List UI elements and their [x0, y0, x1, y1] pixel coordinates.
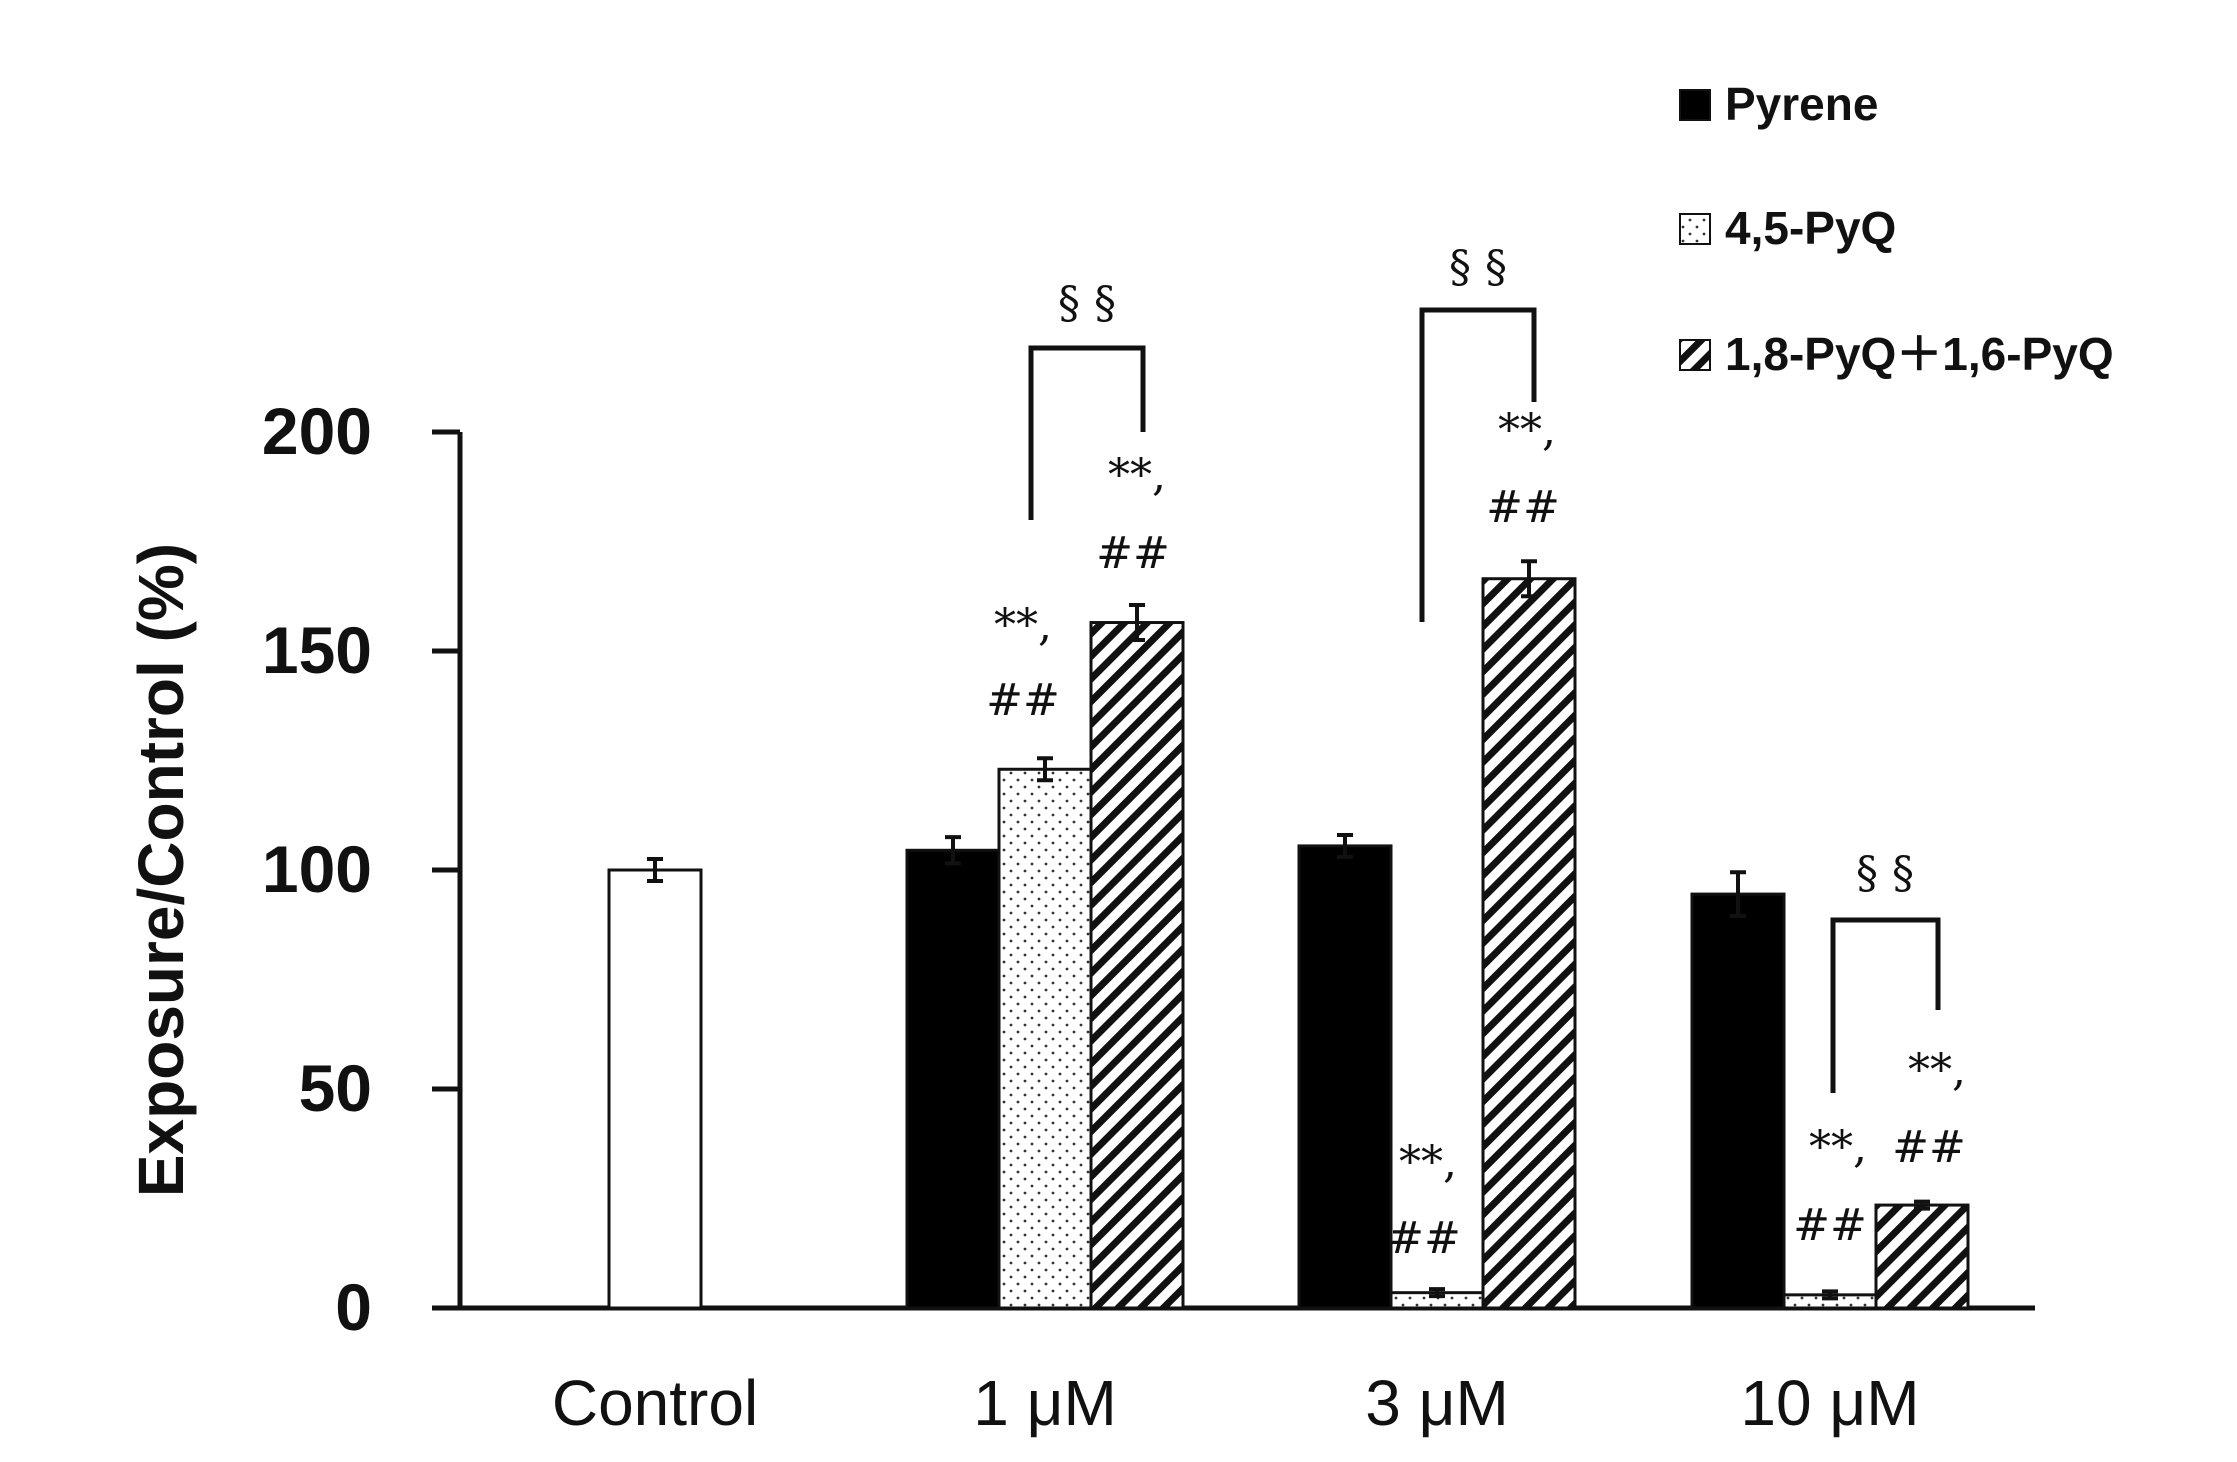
legend-label: 1,8-PyQ＋1,6-PyQ [1725, 328, 2114, 380]
sig-annotation: **, [1809, 1122, 1867, 1173]
sig-annotation: ## [1793, 1200, 1867, 1251]
sig-annotation: **, [1908, 1045, 1966, 1096]
sig-annotation: **, [1108, 450, 1166, 501]
x-category-label: 1 μM [973, 1367, 1117, 1439]
error-bar [1822, 1289, 1838, 1301]
bar-18-16-pyq [1481, 577, 1577, 1310]
bracket-10uM [1830, 917, 1941, 1093]
error-bar [1429, 1287, 1445, 1299]
legend-swatch-pyrene [1679, 89, 1711, 121]
bar-control [607, 868, 703, 1310]
sig-annotation: **, [994, 600, 1052, 651]
y-tick-label: 200 [262, 394, 372, 468]
y-tick-label: 0 [335, 1270, 372, 1344]
error-bar [1521, 559, 1537, 599]
significance-annotations: **, ## **, ## **, ## **, ## **, ## **, #… [986, 405, 1966, 1264]
legend-label: 4,5-PyQ [1725, 202, 1896, 254]
sig-annotation: ## [1486, 482, 1560, 533]
sig-annotation: ## [1387, 1213, 1461, 1264]
bar-45-pyq [997, 767, 1093, 1310]
x-category-label: 3 μM [1365, 1367, 1509, 1439]
error-bar [1037, 756, 1053, 783]
y-tick-label: 50 [299, 1051, 372, 1125]
bracket-label: § § [1058, 278, 1116, 329]
sig-annotation: ## [1096, 528, 1170, 579]
sig-annotation: **, [1498, 405, 1556, 456]
x-category-label: Control [552, 1367, 758, 1439]
error-bar [1914, 1199, 1930, 1211]
y-axis-title: Exposure/Control (%) [125, 543, 197, 1197]
bar-pyrene [1297, 844, 1393, 1310]
error-bar [945, 835, 961, 866]
x-category-label: 10 μM [1740, 1367, 1919, 1439]
error-bar [1337, 832, 1353, 859]
y-ticks: 0 50 100 150 200 [262, 394, 460, 1344]
y-tick-label: 150 [262, 613, 372, 687]
y-tick-label: 100 [262, 832, 372, 906]
bar-18-16-pyq [1874, 1203, 1970, 1310]
error-bar [1129, 603, 1145, 643]
sig-annotation: ## [1892, 1122, 1966, 1173]
bar-pyrene [1690, 892, 1786, 1310]
sig-annotation: ## [986, 675, 1060, 726]
comparison-brackets: § § § § § § [1028, 242, 1941, 1093]
bracket-1uM [1028, 345, 1146, 520]
bar-pyrene [905, 848, 1001, 1310]
legend: Pyrene 4,5-PyQ 1,8-PyQ＋1,6-PyQ [1679, 78, 2114, 380]
bracket-label: § § [1449, 242, 1507, 293]
bar-18-16-pyq [1089, 621, 1185, 1310]
legend-swatch-45pyq [1679, 213, 1711, 245]
sig-annotation: **, [1399, 1137, 1457, 1188]
legend-swatch-hatch [1679, 339, 1711, 371]
error-bar [647, 857, 663, 883]
bars-group [607, 559, 1970, 1310]
bracket-label: § § [1856, 848, 1914, 899]
legend-label: Pyrene [1725, 78, 1878, 130]
error-bar [1730, 870, 1746, 918]
bracket-3uM [1419, 307, 1537, 622]
